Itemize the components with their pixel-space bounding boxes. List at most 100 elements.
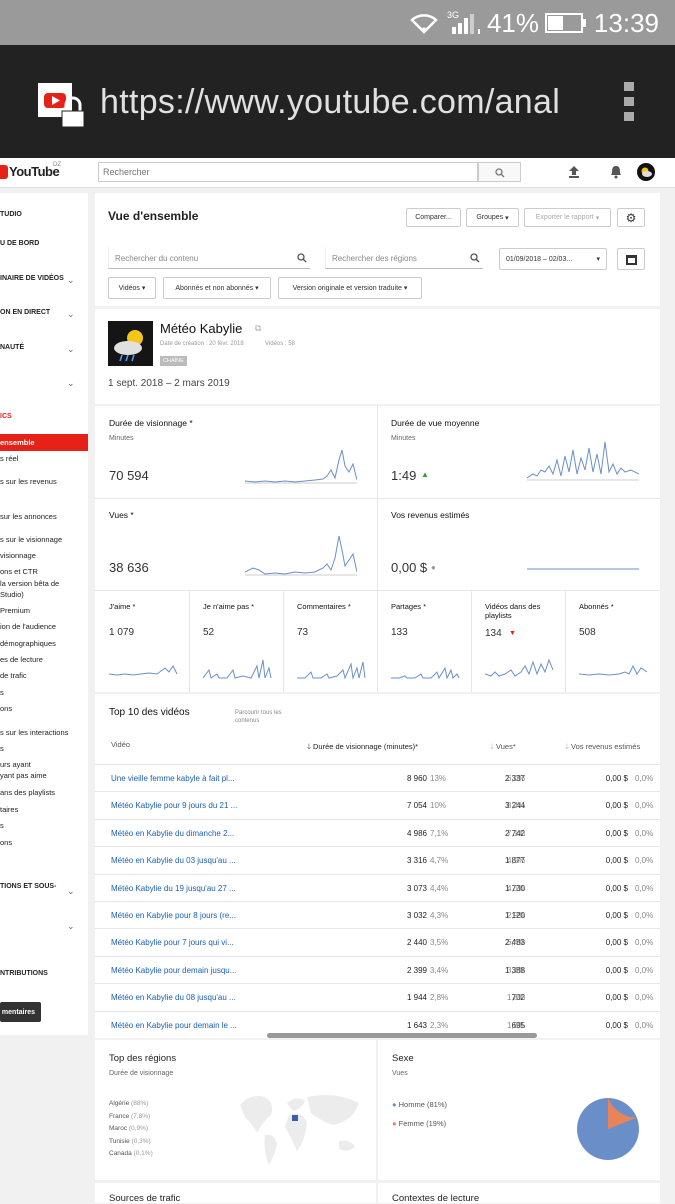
search-button[interactable]: [478, 162, 521, 182]
sidebar-item[interactable]: s: [0, 821, 4, 830]
browse-all-link[interactable]: Parcourir tous les contenus: [235, 710, 282, 724]
sidebar-item[interactable]: NAUTÉ: [0, 344, 25, 351]
video-title-link[interactable]: Météo Kabylie pour 7 jours qui vi...: [111, 938, 234, 948]
small-metric[interactable]: Commentaires * 73: [283, 590, 377, 692]
sidebar-item[interactable]: de trafic: [0, 671, 27, 680]
sidebar-item[interactable]: taires: [0, 805, 19, 814]
filter-version[interactable]: Version originale et version traduite ▾: [278, 277, 422, 299]
watch-time-metric[interactable]: Durée de visionnage * Minutes 70 594: [95, 406, 377, 498]
region-search-field[interactable]: Rechercher des régions: [325, 247, 483, 269]
table-row[interactable]: Météo Kabylie pour 7 jours qui vi... 2 44…: [95, 928, 660, 956]
sidebar-item[interactable]: TUDIO: [0, 211, 22, 218]
column-header-watch-time[interactable]: 🡓 Durée de visionnage (minutes)*: [307, 741, 418, 754]
chevron-down-icon[interactable]: ⌄: [67, 309, 75, 319]
sidebar-item[interactable]: TIONS ET SOUS-: [0, 883, 57, 890]
column-header-revenue[interactable]: 🡓 Vos revenus estimés: [565, 741, 640, 754]
filter-videos[interactable]: Vidéos ▾: [108, 277, 156, 299]
sidebar-item[interactable]: U DE BORD: [0, 240, 40, 247]
sidebar-item[interactable]: visionnage: [0, 551, 36, 560]
video-title-link[interactable]: Météo en Kabylie du dimanche 2...: [111, 828, 235, 838]
world-map[interactable]: [235, 1085, 365, 1167]
export-report-button[interactable]: Exporter le rapport ▾: [524, 208, 611, 227]
chevron-down-icon[interactable]: ⌄: [67, 344, 75, 354]
sidebar-item[interactable]: Studio): [0, 590, 24, 599]
sidebar-item[interactable]: la version bêta de: [0, 579, 60, 588]
sidebar-item[interactable]: s réel: [0, 454, 19, 463]
sidebar-item[interactable]: INAIRE DE VIDÉOS: [0, 275, 64, 282]
compare-button[interactable]: Comparer...: [406, 208, 461, 227]
small-metric[interactable]: Partages * 133: [377, 590, 471, 692]
sidebar-item[interactable]: ensemble: [0, 434, 88, 451]
table-row[interactable]: Météo en Kabylie pour 8 jours (re... 3 03…: [95, 901, 660, 928]
horizontal-scrollbar[interactable]: [267, 1033, 537, 1038]
sidebar-item[interactable]: es de lecture: [0, 655, 43, 664]
content-search-field[interactable]: Rechercher du contenu: [108, 247, 310, 269]
sidebar-item[interactable]: ons: [0, 838, 13, 847]
filter-subscribers[interactable]: Abonnés et non abonnés ▾: [163, 277, 271, 299]
overflow-menu-icon[interactable]: [622, 81, 636, 123]
sidebar-item[interactable]: ans des playlists: [0, 788, 56, 797]
table-row[interactable]: Météo Kabylie du 19 jusqu'au 27 ... 3 073…: [95, 873, 660, 901]
search-input[interactable]: [98, 162, 478, 182]
chevron-down-icon[interactable]: ⌄: [67, 886, 75, 896]
revenue-metric[interactable]: Vos revenus estimés 0,00 $ ●: [377, 498, 660, 590]
small-metric[interactable]: Vidéos dans des playlists 134 ▼: [471, 590, 565, 692]
avatar[interactable]: [637, 163, 655, 181]
chevron-down-icon[interactable]: ⌄: [67, 921, 75, 931]
sidebar-item[interactable]: ons et CTR: [0, 567, 38, 576]
table-row[interactable]: Météo Kabylie pour 9 jours du 21 ... 7 05…: [95, 791, 660, 819]
gender-pie-chart[interactable]: [576, 1097, 640, 1161]
url-text[interactable]: https://www.youtube.com/anal: [100, 83, 561, 121]
sidebar-item[interactable]: démographiques: [0, 639, 56, 648]
video-title-link[interactable]: Météo Kabylie pour 9 jours du 21 ...: [111, 801, 238, 811]
views-metric[interactable]: Vues * 38 636: [95, 498, 377, 590]
small-metric[interactable]: Abonnés * 508: [565, 590, 659, 692]
column-header-views[interactable]: 🡓 Vues*: [490, 741, 516, 754]
sidebar-item[interactable]: yant pas aime: [0, 771, 47, 780]
video-title-link[interactable]: Météo en Kabylie pour 8 jours (re...: [111, 911, 236, 920]
comments-button[interactable]: mentaires: [0, 1002, 41, 1022]
video-title-link[interactable]: Météo en Kabylie pour demain le ...: [111, 1020, 237, 1030]
sidebar-item[interactable]: s: [0, 688, 4, 697]
sidebar-item[interactable]: s sur les revenus: [0, 477, 57, 486]
sidebar-item[interactable]: ion de l'audience: [0, 622, 57, 631]
sidebar-item[interactable]: NTRIBUTIONS: [0, 970, 48, 977]
video-title-link[interactable]: Météo Kabylie du 19 jusqu'au 27 ...: [111, 883, 236, 893]
youtube-logo[interactable]: YouTube: [9, 164, 60, 179]
sidebar-item[interactable]: sur les annonces: [0, 512, 57, 521]
column-header-video[interactable]: Vidéo: [111, 740, 131, 749]
avg-duration-metric[interactable]: Durée de vue moyenne Minutes 1:49 ▲: [377, 406, 660, 498]
region-pct: (0,3%): [131, 1137, 151, 1145]
notifications-bell-icon[interactable]: [610, 165, 622, 179]
table-row[interactable]: Météo en Kabylie du 03 jusqu'au ... 3 316…: [95, 846, 660, 874]
channel-name[interactable]: Météo Kabylie: [160, 321, 243, 336]
chevron-down-icon[interactable]: ⌄: [67, 378, 75, 388]
sidebar-item[interactable]: s sur les interactions: [0, 728, 69, 737]
channel-avatar[interactable]: [108, 321, 153, 366]
secure-site-icon[interactable]: [36, 81, 88, 129]
sidebar-item[interactable]: Premium: [0, 606, 31, 615]
table-row[interactable]: Météo en Kabylie du 08 jusqu'au ... 1 944…: [95, 983, 660, 1011]
sidebar-item[interactable]: s: [0, 744, 4, 753]
calendar-button[interactable]: [617, 248, 645, 270]
video-title-link[interactable]: Météo Kabylie pour demain jusqu...: [111, 965, 237, 975]
groups-button[interactable]: Groupes ▾: [466, 208, 519, 227]
sidebar-item[interactable]: ON EN DIRECT: [0, 309, 51, 316]
small-metric[interactable]: J'aime * 1 079: [95, 590, 189, 692]
external-link-icon[interactable]: ⧉: [255, 323, 262, 333]
date-range-select[interactable]: 01/09/2018 – 02/03... ▾: [499, 248, 607, 270]
table-row[interactable]: Météo en Kabylie du dimanche 2... 4 986 7,…: [95, 818, 660, 846]
sidebar-item[interactable]: s sur le visionnage: [0, 535, 63, 544]
video-title-link[interactable]: Météo en Kabylie du 08 jusqu'au ...: [111, 993, 236, 1003]
settings-button[interactable]: ⚙: [617, 208, 645, 227]
table-row[interactable]: Une vieille femme kabyle à fait pl... 8 9…: [95, 764, 660, 791]
sidebar-item[interactable]: ICS: [0, 413, 12, 420]
sidebar-item[interactable]: ons: [0, 704, 13, 713]
small-metric[interactable]: Je n'aime pas * 52: [189, 590, 283, 692]
video-title-link[interactable]: Météo en Kabylie du 03 jusqu'au ...: [111, 856, 236, 866]
video-title-link[interactable]: Une vieille femme kabyle à fait pl...: [111, 774, 235, 783]
chevron-down-icon[interactable]: ⌄: [67, 275, 75, 285]
table-row[interactable]: Météo Kabylie pour demain jusqu... 2 399 3…: [95, 955, 660, 983]
upload-icon[interactable]: [568, 165, 580, 178]
sidebar-item[interactable]: urs ayant: [0, 760, 31, 769]
